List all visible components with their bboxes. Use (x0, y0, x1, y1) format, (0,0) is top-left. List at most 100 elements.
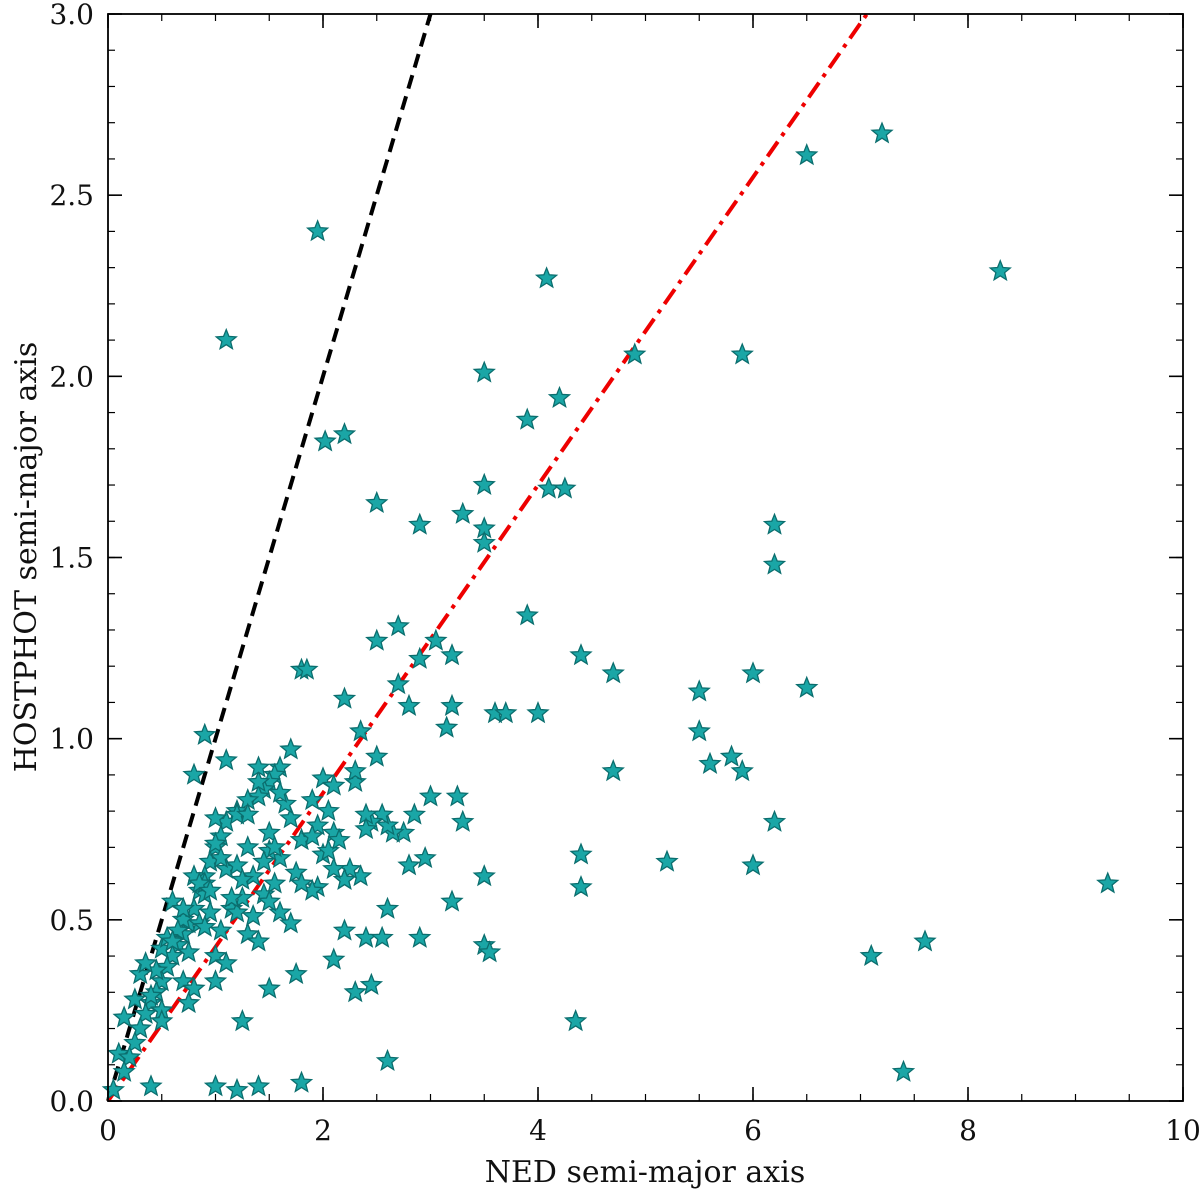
data-point-star (515, 603, 539, 626)
data-point-star (107, 1041, 131, 1064)
data-point-star (795, 675, 819, 698)
data-point-star (203, 969, 228, 992)
data-point-star (139, 990, 163, 1014)
data-point-star (451, 809, 475, 832)
data-point-star (311, 766, 335, 789)
data-point-star (171, 907, 195, 930)
data-point-star (370, 925, 394, 948)
data-point-star (284, 961, 308, 985)
data-point-star (316, 838, 341, 861)
data-point-star (257, 889, 281, 912)
data-point-star (150, 1009, 174, 1032)
data-point-star (601, 661, 625, 684)
data-point-star (698, 751, 722, 774)
data-point-star (762, 809, 787, 832)
data-point-star (343, 759, 367, 782)
data-point-star (160, 929, 185, 952)
data-point-star (257, 976, 281, 999)
data-point-star (273, 791, 298, 814)
data-point-star (214, 748, 238, 771)
data-point-star (289, 1070, 314, 1093)
data-point-star (434, 715, 459, 738)
data-point-star (193, 722, 217, 745)
data-point-star (128, 1016, 152, 1039)
data-point-star (332, 867, 357, 890)
data-point-star (198, 878, 222, 901)
data-point-star (112, 1059, 136, 1082)
data-point-star (870, 121, 894, 144)
data-point-star (359, 972, 384, 995)
data-point-star (166, 918, 190, 941)
y-tick-label: 2.5 (49, 179, 94, 212)
data-point-star (343, 769, 367, 793)
data-point-star (375, 1048, 400, 1072)
data-point-star (762, 552, 787, 575)
data-point-star (494, 701, 518, 724)
data-point-star (300, 824, 324, 847)
data-point-star (623, 342, 647, 365)
data-point-star (569, 643, 593, 666)
data-point-star (262, 871, 287, 894)
data-point-star (262, 835, 287, 858)
data-point-star (219, 885, 244, 909)
data-point-star (155, 954, 179, 977)
data-point-star (762, 512, 787, 535)
data-point-star (322, 773, 346, 796)
data-point-star (526, 701, 550, 724)
x-tick-label: 10 (1165, 1114, 1200, 1147)
data-point-star (139, 983, 163, 1006)
data-point-star (279, 911, 303, 934)
data-point-star (182, 762, 206, 785)
y-tick-label: 2.0 (49, 360, 94, 393)
data-point-star (305, 813, 330, 836)
data-point-star (176, 990, 201, 1014)
data-point-star (375, 896, 400, 919)
data-point-star (988, 259, 1012, 282)
y-tick-label: 1.5 (49, 542, 94, 575)
data-point-star (257, 820, 281, 843)
data-point-star (440, 643, 464, 666)
data-point-star (348, 719, 373, 742)
data-point-star (891, 1059, 916, 1082)
data-point-star (601, 759, 625, 782)
x-tick-label: 8 (959, 1114, 977, 1147)
data-point-star (365, 628, 389, 651)
y-axis-label: HOSTPHOT semi-major axis (9, 342, 44, 773)
data-point-star (150, 969, 174, 992)
data-point-star (123, 1030, 147, 1053)
data-point-star (730, 759, 754, 782)
data-point-star (413, 845, 437, 869)
data-point-star (133, 951, 158, 974)
data-point-star (128, 961, 152, 985)
data-point-star (182, 976, 206, 999)
data-point-star (534, 266, 559, 289)
data-point-star (472, 360, 496, 383)
data-point-star (225, 900, 249, 923)
data-point-star (101, 1077, 126, 1101)
data-point-star (268, 900, 292, 923)
one-to-one-line (106, 13, 433, 1102)
data-point-star (241, 903, 265, 927)
y-tick-label: 0.0 (49, 1085, 94, 1118)
data-point-star (386, 672, 410, 695)
data-point-star (112, 1005, 136, 1028)
data-point-star (236, 835, 260, 858)
data-point-star (563, 1009, 588, 1032)
x-tick-label: 6 (744, 1114, 762, 1147)
data-point-star (203, 943, 228, 966)
data-point-star (408, 646, 432, 669)
data-point-star (332, 918, 357, 941)
data-point-star (139, 1074, 163, 1097)
data-point-star (655, 849, 679, 872)
data-point-star (445, 784, 470, 807)
data-point-star (214, 951, 238, 974)
data-point-star (289, 871, 314, 894)
data-point-star (198, 900, 222, 923)
data-point-star (397, 853, 421, 876)
data-point-star (225, 853, 249, 876)
data-point-star (209, 845, 233, 869)
data-point-star (225, 1077, 249, 1101)
data-point-star (354, 816, 378, 840)
data-point-star (408, 512, 432, 535)
